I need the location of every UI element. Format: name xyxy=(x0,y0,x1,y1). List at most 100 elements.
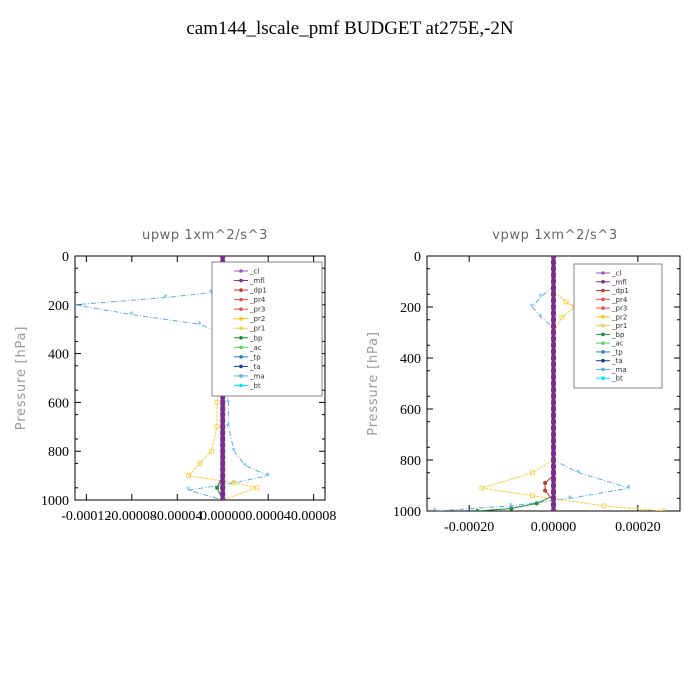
legend-entry: _ma xyxy=(249,372,265,380)
series-point-mfl xyxy=(551,266,556,271)
series-point-mfl xyxy=(220,449,226,454)
legend-entry: _ac xyxy=(249,344,262,352)
legend-entry: _tp xyxy=(249,353,261,361)
series-point-bp xyxy=(475,509,480,511)
series-point-mfl xyxy=(551,292,556,297)
legend-marker xyxy=(601,367,605,372)
legend-entry: _mfl xyxy=(611,278,627,286)
legend-entry: _pr1 xyxy=(611,322,627,330)
series-point-mfl xyxy=(551,256,556,258)
y-tick-label: 1000 xyxy=(41,494,69,509)
legend-marker xyxy=(601,279,605,284)
series-point-mfl xyxy=(551,375,556,380)
legend-marker xyxy=(601,315,605,319)
series-point-ma: * xyxy=(509,501,513,510)
legend-marker xyxy=(239,288,243,292)
y-tick-label: 400 xyxy=(400,352,421,367)
legend: _cl_mfl_dp1_pr4_pr3_pr2_pr1_bp_ac_tp_ta_… xyxy=(573,263,663,389)
chart-panel-1: upwp 1xm^2/s^3 Pressure [hPa] 0 200 400 600 80… xyxy=(14,228,336,524)
legend-marker xyxy=(601,350,605,354)
y-axis-label: Pressure [hPa] xyxy=(14,326,29,430)
series-point-ma: * xyxy=(433,507,437,516)
legend-entry: _pr4 xyxy=(249,296,266,304)
series-point-pr1 xyxy=(530,470,535,476)
series-point-mfl xyxy=(551,400,556,405)
series-point-ma: * xyxy=(530,303,534,312)
series-point-ma: * xyxy=(209,288,213,297)
legend-marker xyxy=(239,355,243,359)
series-point-mfl xyxy=(551,260,556,265)
series-point-mfl xyxy=(551,470,556,475)
series-point-mfl xyxy=(551,381,556,386)
series-point-mfl xyxy=(551,285,556,290)
series-point-mfl xyxy=(220,443,226,448)
legend-entry: _dp1 xyxy=(249,287,267,295)
series-point-mfl xyxy=(220,412,226,417)
y-tick-label: 1000 xyxy=(393,505,421,520)
series-point-mfl xyxy=(220,400,226,405)
series-point-mfl xyxy=(551,324,556,329)
series-point-mfl xyxy=(220,418,226,423)
legend-entry: _ma xyxy=(611,366,627,374)
series-point-mfl xyxy=(220,467,226,472)
series-point-pr1 xyxy=(231,480,237,486)
series-point-pr1 xyxy=(254,485,260,491)
legend-entry: _cl xyxy=(249,268,259,276)
series-point-mfl xyxy=(220,437,226,441)
legend-marker xyxy=(239,364,243,369)
legend-marker xyxy=(601,376,605,381)
x-tick-label: 0.00008 xyxy=(291,509,337,524)
y-tick-label: 800 xyxy=(400,454,421,469)
series-point-ma: * xyxy=(627,484,631,493)
legend-marker xyxy=(601,306,605,310)
series-point-bp xyxy=(509,506,514,511)
series-point-ma: * xyxy=(243,461,247,470)
panel-title: vpwp 1xm^2/s^3 xyxy=(492,228,617,243)
series-point-pr1 xyxy=(530,493,535,499)
series-point-mfl xyxy=(220,473,226,478)
legend-entry: _bt xyxy=(249,382,261,390)
panel-title: upwp 1xm^2/s^3 xyxy=(142,228,268,243)
series-point-pr1 xyxy=(208,448,214,454)
series-point-mfl xyxy=(220,430,226,435)
legend-marker xyxy=(239,316,243,321)
series-point-pr1 xyxy=(197,460,203,466)
legend-marker xyxy=(601,288,605,293)
legend-marker xyxy=(601,297,605,302)
legend-marker xyxy=(239,374,243,378)
y-tick-label: 800 xyxy=(48,445,69,460)
series-point-ma: * xyxy=(129,310,133,319)
series-point-mfl xyxy=(551,413,556,418)
x-tick-label: 0.00020 xyxy=(615,520,661,535)
series-point-mfl xyxy=(551,407,556,411)
series-point-mfl xyxy=(551,387,556,392)
series-point-mfl xyxy=(551,438,556,443)
legend-entry: _pr3 xyxy=(611,305,627,313)
legend-marker xyxy=(601,358,605,363)
series-point-mfl xyxy=(551,343,556,348)
legend-entry: _ta xyxy=(249,363,261,371)
series-point-mfl xyxy=(551,311,556,316)
series-point-mfl xyxy=(551,336,556,341)
series-point-pr1 xyxy=(214,399,220,405)
legend-box xyxy=(211,261,323,397)
x-tick-label: 0.00004 xyxy=(245,509,291,524)
series-point-mfl xyxy=(551,502,556,507)
y-tick-label: 200 xyxy=(48,299,69,314)
x-tick-label: -0.00012 xyxy=(61,509,111,524)
x-tick-label: -0.00004 xyxy=(152,509,202,524)
y-tick-label: 400 xyxy=(48,348,69,363)
legend-marker xyxy=(239,345,243,350)
legend-entry: _dp1 xyxy=(611,287,629,295)
legend-entry: _ac xyxy=(611,340,624,348)
legend-marker xyxy=(239,326,243,331)
legend-entry: _cl xyxy=(611,270,621,278)
series-point-mfl xyxy=(551,496,556,501)
series-point-pr1 xyxy=(660,508,666,511)
y-tick-label: 600 xyxy=(400,403,421,418)
x-tick-label: 0.00000 xyxy=(200,509,246,524)
series-point-mfl xyxy=(551,317,556,322)
legend-marker xyxy=(601,271,605,275)
y-tick-label: 0 xyxy=(414,250,421,265)
